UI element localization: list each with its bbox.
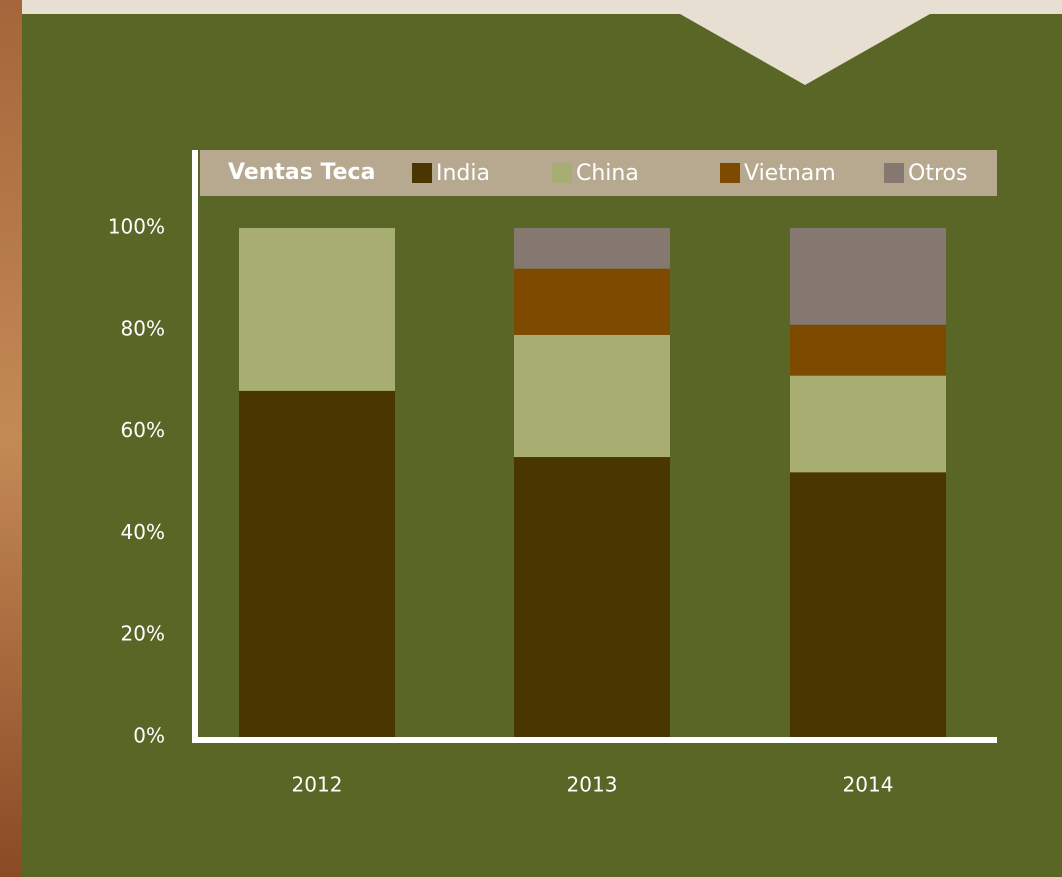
legend-label: Vietnam (744, 161, 836, 186)
wood-strip (0, 0, 22, 877)
y-tick-label: 0% (133, 724, 165, 748)
bar-segment (790, 325, 946, 376)
y-tick-label: 80% (121, 316, 165, 340)
bar-segment (239, 228, 395, 391)
chart: Ventas Teca 0% 20% 40% 60% 80% 100% India China… (0, 0, 1062, 877)
legend-swatch (552, 163, 572, 183)
bar-segment (790, 228, 946, 325)
y-tick-label: 40% (121, 520, 165, 544)
y-tick-label: 100% (108, 215, 165, 239)
legend-swatch (720, 163, 740, 183)
bar-segment (514, 457, 670, 737)
legend-swatch (884, 163, 904, 183)
bar-segment (514, 269, 670, 335)
bar-segment (790, 376, 946, 473)
y-tick-label: 60% (121, 418, 165, 442)
bar-segment (790, 472, 946, 737)
x-tick-label: 2014 (843, 773, 894, 797)
x-tick-label: 2013 (567, 773, 618, 797)
y-tick-label: 20% (121, 622, 165, 646)
bar-segment (514, 228, 670, 269)
legend-label: India (436, 161, 490, 186)
chart-title: Ventas Teca (228, 160, 375, 185)
x-tick-label: 2012 (292, 773, 343, 797)
bar-segment (239, 391, 395, 737)
legend-swatch (412, 163, 432, 183)
legend-label: Otros (908, 161, 967, 186)
bar-segment (514, 335, 670, 457)
legend-label: China (576, 161, 639, 186)
